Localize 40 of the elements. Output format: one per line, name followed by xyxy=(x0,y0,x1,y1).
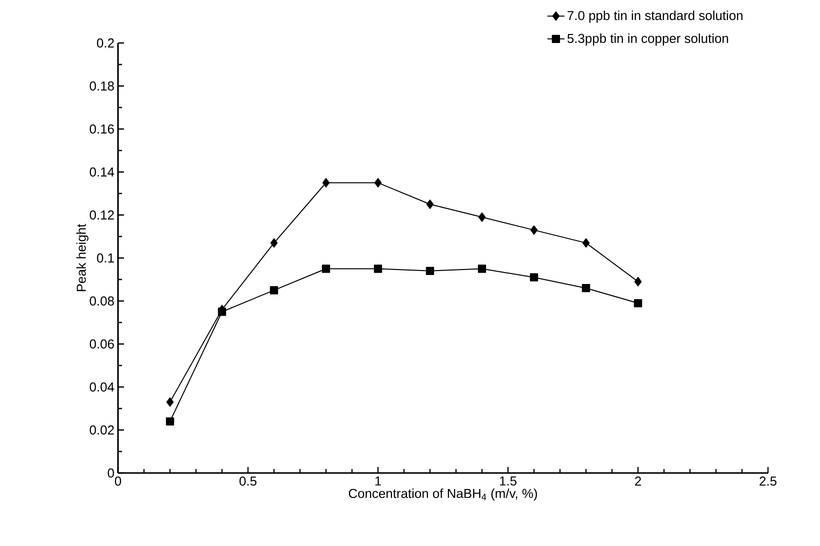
y-tick-label: 0.04 xyxy=(90,382,114,392)
x-tick-label: 1 xyxy=(375,476,381,486)
point xyxy=(166,417,174,426)
point xyxy=(478,212,486,222)
point xyxy=(218,308,226,316)
y-tick-label: 0.18 xyxy=(90,81,114,91)
y-tick-label: 0.14 xyxy=(90,167,114,177)
legend-label: 7.0 ppb tin in standard solution xyxy=(568,10,742,23)
point xyxy=(426,200,434,209)
x-tick-label: 2 xyxy=(635,476,641,486)
y-axis-title: Peak height xyxy=(76,224,88,292)
y-tick-label: 0.2 xyxy=(96,38,114,48)
point xyxy=(322,264,330,273)
x-tick-label: 0 xyxy=(114,476,122,486)
x-tick-label: 1.5 xyxy=(500,476,516,486)
point xyxy=(530,225,538,235)
point xyxy=(582,238,590,248)
x-tick-label: 2.5 xyxy=(760,476,776,486)
point xyxy=(634,299,642,308)
point xyxy=(322,178,330,188)
y-tick-label: 0.08 xyxy=(90,296,114,306)
y-tick-label: 0.16 xyxy=(90,124,114,134)
point xyxy=(270,238,278,248)
point xyxy=(530,273,538,282)
point xyxy=(426,266,434,275)
point xyxy=(634,276,642,286)
x-tick-label: 0.5 xyxy=(240,476,256,486)
point xyxy=(270,286,278,294)
point xyxy=(582,284,590,292)
y-tick-label: 0.02 xyxy=(90,425,114,435)
point xyxy=(166,397,174,407)
point xyxy=(478,264,486,273)
point xyxy=(374,178,382,188)
y-tick-label: 0.1 xyxy=(96,253,114,263)
x-axis-title: Concentration of NaBH$_{4}$ (m/v, %) xyxy=(348,488,537,501)
y-tick-label: 0.06 xyxy=(90,339,114,349)
point xyxy=(374,264,382,273)
y-tick-label: 0 xyxy=(108,468,114,478)
y-tick-label: 0.12 xyxy=(90,210,114,220)
legend-label: 5.3ppb tin in copper solution xyxy=(567,33,728,46)
